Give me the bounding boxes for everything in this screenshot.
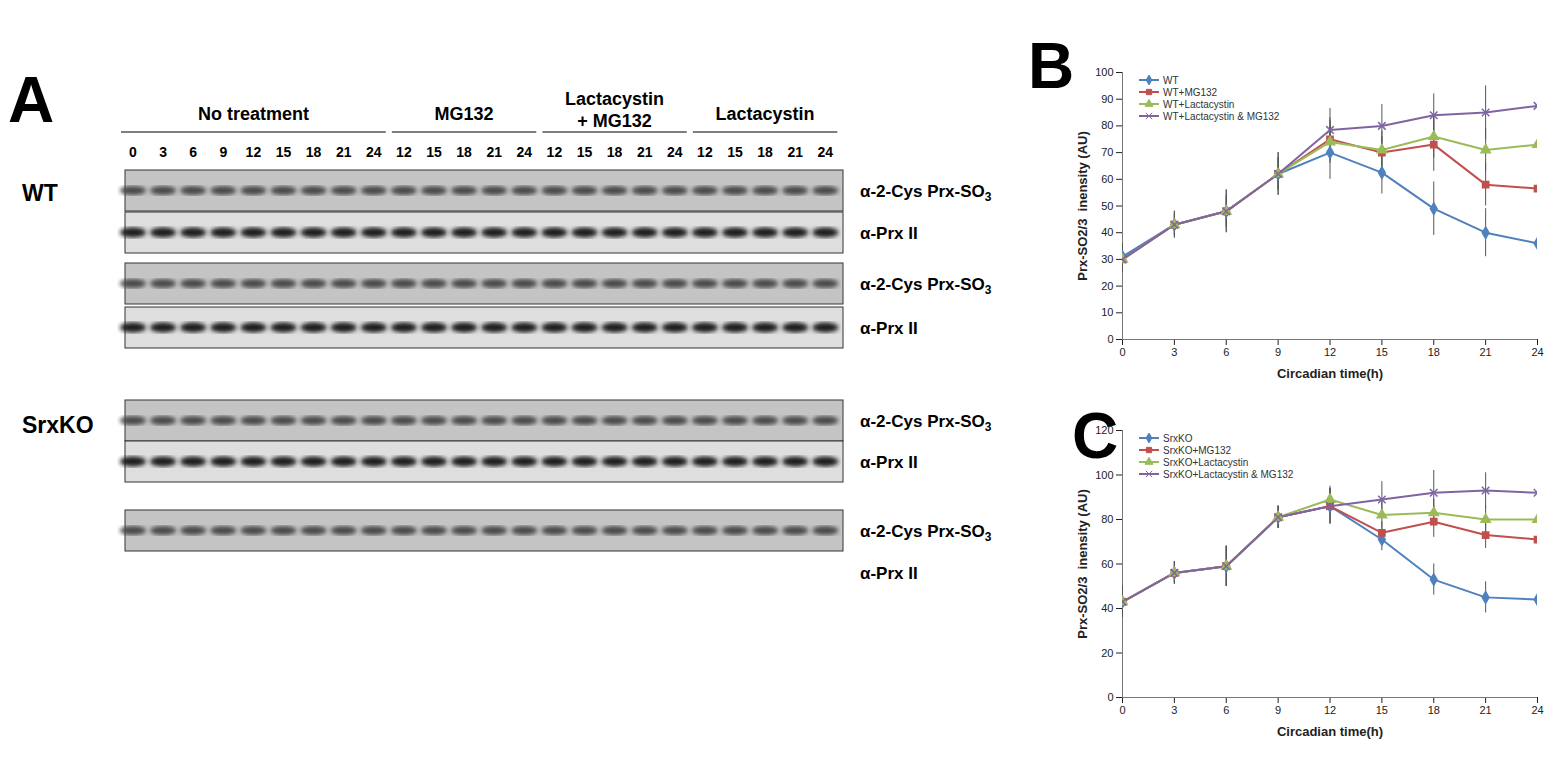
svg-text:3: 3 xyxy=(1171,704,1177,716)
svg-text:12: 12 xyxy=(246,144,262,160)
svg-text:20: 20 xyxy=(1101,280,1113,292)
svg-text:90: 90 xyxy=(1101,93,1113,105)
svg-text:24: 24 xyxy=(818,144,834,160)
svg-text:100: 100 xyxy=(1095,469,1113,481)
svg-text:Circadian time(h): Circadian time(h) xyxy=(1277,724,1383,739)
svg-text:6: 6 xyxy=(189,144,197,160)
svg-text:15: 15 xyxy=(276,144,292,160)
svg-text:9: 9 xyxy=(219,144,227,160)
svg-text:α-Prx II: α-Prx II xyxy=(860,224,918,243)
svg-text:21: 21 xyxy=(486,144,502,160)
svg-text:24: 24 xyxy=(517,144,533,160)
svg-text:Circadian time(h): Circadian time(h) xyxy=(1277,366,1383,381)
svg-text:MG132: MG132 xyxy=(435,104,494,124)
svg-text:12: 12 xyxy=(396,144,412,160)
svg-text:WT: WT xyxy=(22,180,58,206)
svg-text:18: 18 xyxy=(1428,704,1440,716)
svg-text:10: 10 xyxy=(1101,306,1113,318)
svg-text:α-Prx II: α-Prx II xyxy=(860,319,918,338)
svg-text:24: 24 xyxy=(1531,346,1543,358)
svg-text:24: 24 xyxy=(667,144,683,160)
svg-text:3: 3 xyxy=(159,144,167,160)
svg-text:18: 18 xyxy=(306,144,322,160)
svg-text:21: 21 xyxy=(1480,704,1492,716)
svg-text:21: 21 xyxy=(1480,346,1492,358)
svg-text:80: 80 xyxy=(1101,513,1113,525)
svg-text:21: 21 xyxy=(787,144,803,160)
svg-text:40: 40 xyxy=(1101,226,1113,238)
svg-text:12: 12 xyxy=(697,144,713,160)
svg-text:24: 24 xyxy=(1531,704,1543,716)
svg-text:120: 120 xyxy=(1095,424,1113,436)
svg-text:21: 21 xyxy=(336,144,352,160)
svg-text:15: 15 xyxy=(1376,346,1388,358)
svg-text:21: 21 xyxy=(637,144,653,160)
svg-text:α-Prx II: α-Prx II xyxy=(860,453,918,472)
svg-text:80: 80 xyxy=(1101,119,1113,131)
svg-text:60: 60 xyxy=(1101,173,1113,185)
svg-text:18: 18 xyxy=(1428,346,1440,358)
svg-text:50: 50 xyxy=(1101,200,1113,212)
svg-text:α-2-Cys Prx-SO3: α-2-Cys Prx-SO3 xyxy=(860,522,992,544)
svg-text:18: 18 xyxy=(456,144,472,160)
svg-text:SrxKO: SrxKO xyxy=(22,412,94,438)
svg-text:0: 0 xyxy=(1119,346,1125,358)
svg-text:Lactacystin: Lactacystin xyxy=(565,89,664,109)
svg-text:α-2-Cys Prx-SO3: α-2-Cys Prx-SO3 xyxy=(860,275,992,297)
svg-text:Prx-SO2/3 inensity (AU): Prx-SO2/3 inensity (AU) xyxy=(1075,131,1090,281)
svg-text:15: 15 xyxy=(727,144,743,160)
svg-text:9: 9 xyxy=(1275,346,1281,358)
svg-text:100: 100 xyxy=(1095,66,1113,78)
svg-text:0: 0 xyxy=(129,144,137,160)
svg-text:12: 12 xyxy=(547,144,563,160)
svg-text:6: 6 xyxy=(1223,704,1229,716)
svg-text:15: 15 xyxy=(577,144,593,160)
svg-text:+ MG132: + MG132 xyxy=(577,111,652,131)
svg-text:70: 70 xyxy=(1101,146,1113,158)
svg-text:24: 24 xyxy=(366,144,382,160)
svg-text:12: 12 xyxy=(1324,346,1336,358)
svg-text:α-Prx II: α-Prx II xyxy=(860,564,918,583)
svg-text:0: 0 xyxy=(1107,333,1113,345)
svg-text:α-2-Cys Prx-SO3: α-2-Cys Prx-SO3 xyxy=(860,412,992,434)
svg-text:3: 3 xyxy=(1171,346,1177,358)
svg-text:α-2-Cys Prx-SO3: α-2-Cys Prx-SO3 xyxy=(860,182,992,204)
svg-text:12: 12 xyxy=(1324,704,1336,716)
svg-text:Prx-SO2/3 inensity (AU): Prx-SO2/3 inensity (AU) xyxy=(1075,489,1090,639)
svg-text:15: 15 xyxy=(1376,704,1388,716)
svg-text:6: 6 xyxy=(1223,346,1229,358)
svg-text:18: 18 xyxy=(757,144,773,160)
svg-text:60: 60 xyxy=(1101,558,1113,570)
svg-text:18: 18 xyxy=(607,144,623,160)
svg-text:30: 30 xyxy=(1101,253,1113,265)
svg-text:15: 15 xyxy=(426,144,442,160)
svg-text:40: 40 xyxy=(1101,602,1113,614)
svg-text:0: 0 xyxy=(1119,704,1125,716)
svg-text:Lactacystin: Lactacystin xyxy=(716,104,815,124)
svg-text:20: 20 xyxy=(1101,647,1113,659)
svg-text:9: 9 xyxy=(1275,704,1281,716)
svg-text:No treatment: No treatment xyxy=(198,104,309,124)
svg-text:0: 0 xyxy=(1107,691,1113,703)
